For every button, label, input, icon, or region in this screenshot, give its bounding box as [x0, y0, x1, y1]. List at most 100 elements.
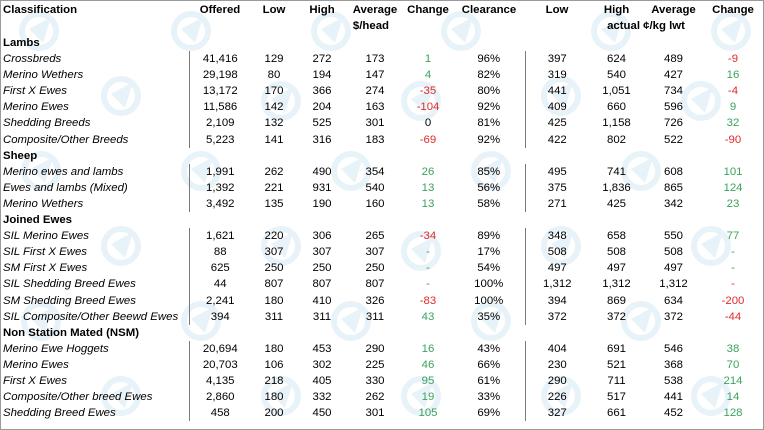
- cell-change2: -: [731, 246, 735, 259]
- cell-change2: 101: [723, 165, 743, 178]
- cell-low2: 404: [524, 340, 589, 357]
- cell-change: 16: [421, 342, 435, 355]
- cell-low2: 271: [524, 195, 589, 213]
- table-row: Composite/Other breed Ewes 2,860 180 332 262…: [1, 389, 763, 406]
- cell-average: 290: [365, 342, 385, 355]
- table-row: Merino Ewes 20,703 106 302 225 46 66% 230 521 368…: [1, 356, 763, 373]
- cell-average: 225: [365, 358, 385, 371]
- table-row: SIL First X Ewes 88 307 307 307 - 17% 508 508 508…: [1, 244, 763, 261]
- table-row: First X Ewes 4,135 218 405 330 95 61% 290 711 538…: [1, 372, 763, 390]
- cell-high2: 1,312: [602, 278, 631, 291]
- cell-average: 183: [365, 133, 385, 146]
- cell-average: 311: [365, 310, 385, 323]
- cell-average: 173: [365, 53, 385, 66]
- cell-low2: 495: [524, 163, 589, 180]
- cell-low: 106: [264, 358, 284, 371]
- cell-change2: -: [731, 278, 735, 291]
- cell-change2: -44: [724, 310, 742, 323]
- cell-clearance: 43%: [477, 342, 501, 355]
- table-row: SM Shedding Breed Ewes 2,241 180 410 326 -83 1…: [1, 292, 763, 309]
- cell-change: -34: [419, 230, 437, 243]
- cell-average2: 452: [663, 407, 683, 420]
- cell-change: 43: [421, 310, 435, 323]
- row-classification: Merino Wethers: [3, 197, 84, 210]
- row-classification: SIL First X Ewes: [3, 246, 87, 259]
- section-title: Non Station Mated (NSM): [3, 326, 140, 339]
- section-header-row: Lambs: [1, 35, 763, 51]
- cell-low2: 327: [524, 405, 589, 422]
- col-high: High: [309, 4, 335, 16]
- cell-low: 180: [264, 342, 284, 355]
- cell-average2: 538: [663, 374, 683, 387]
- cell-high2: 691: [606, 342, 626, 355]
- row-classification: SIL Merino Ewes: [3, 230, 89, 243]
- cell-high2: 497: [606, 262, 626, 275]
- cell-offered: 88: [188, 244, 251, 261]
- section-title: Joined Ewes: [3, 214, 73, 227]
- cell-high: 302: [312, 358, 332, 371]
- row-classification: Merino Ewe Hoggets: [3, 342, 109, 355]
- table-row: SIL Shedding Breed Ewes 44 807 807 807 - 100% 1…: [1, 276, 763, 293]
- row-classification: First X Ewes: [3, 85, 67, 98]
- cell-change2: 214: [723, 374, 743, 387]
- cell-average: 160: [365, 197, 385, 210]
- col-change-kg: Change: [712, 4, 754, 16]
- cell-average2: 865: [663, 181, 683, 194]
- cell-low2: 508: [524, 244, 589, 261]
- cell-average: 307: [365, 246, 385, 259]
- table-row: Composite/Other Breeds 5,223 141 316 183 -69 9…: [1, 131, 763, 148]
- cell-high2: 517: [606, 391, 626, 404]
- cell-average: 250: [365, 262, 385, 275]
- cell-average: 354: [365, 165, 385, 178]
- cell-clearance: 100%: [474, 278, 504, 291]
- cell-offered: 2,241: [188, 292, 251, 309]
- cell-average2: 372: [663, 310, 683, 323]
- cell-low: 180: [264, 294, 284, 307]
- cell-high: 272: [312, 53, 332, 66]
- cell-average: 330: [365, 374, 385, 387]
- cell-low2: 425: [524, 115, 589, 132]
- cell-clearance: 81%: [477, 117, 501, 130]
- table-row: Merino Wethers 29,198 80 194 147 4 82% 319 540 42…: [1, 67, 763, 84]
- col-average-kg: Average: [651, 4, 696, 16]
- cell-offered: 1,991: [188, 163, 251, 180]
- cell-average: 807: [365, 278, 385, 291]
- cell-high: 366: [312, 85, 332, 98]
- table-row: Merino Wethers 3,492 135 190 160 13 58% 271 425 3…: [1, 195, 763, 213]
- table-row: SIL Merino Ewes 1,621 220 306 265 -34 89% 348 65…: [1, 228, 763, 245]
- cell-change2: -: [731, 262, 735, 275]
- cell-average2: 608: [663, 165, 683, 178]
- section-header-row: Sheep: [1, 148, 763, 164]
- cell-offered: 13,172: [188, 83, 251, 100]
- cell-high2: 741: [606, 165, 626, 178]
- table-row: SM First X Ewes 625 250 250 250 - 54% 497 497 497…: [1, 260, 763, 277]
- cell-change2: 14: [726, 391, 740, 404]
- unit-per-kg: actual ¢/kg lwt: [607, 20, 685, 32]
- cell-clearance: 33%: [477, 391, 501, 404]
- cell-high: 410: [312, 294, 332, 307]
- cell-average2: 596: [663, 101, 683, 114]
- cell-average: 301: [365, 407, 385, 420]
- cell-change: 1: [424, 53, 432, 66]
- cell-average2: 368: [663, 358, 683, 371]
- cell-change: 4: [424, 69, 432, 82]
- cell-offered: 41,416: [188, 51, 251, 68]
- cell-low2: 409: [524, 99, 589, 116]
- cell-high: 450: [312, 407, 332, 420]
- cell-change: 13: [421, 197, 435, 210]
- cell-offered: 44: [188, 276, 251, 293]
- cell-clearance: 35%: [477, 310, 501, 323]
- cell-low: 262: [264, 165, 284, 178]
- cell-offered: 20,694: [188, 340, 251, 357]
- cell-clearance: 82%: [477, 69, 501, 82]
- cell-low2: 375: [524, 179, 589, 196]
- cell-clearance: 17%: [477, 246, 501, 259]
- cell-high2: 508: [606, 246, 626, 259]
- cell-high: 194: [312, 69, 332, 82]
- table-row: Merino Ewes 11,586 142 204 163 -104 92% 409 660 5…: [1, 99, 763, 116]
- cell-offered: 394: [188, 308, 251, 325]
- row-classification: SM Shedding Breed Ewes: [3, 294, 136, 307]
- cell-high: 453: [312, 342, 332, 355]
- cell-change2: -9: [727, 53, 739, 66]
